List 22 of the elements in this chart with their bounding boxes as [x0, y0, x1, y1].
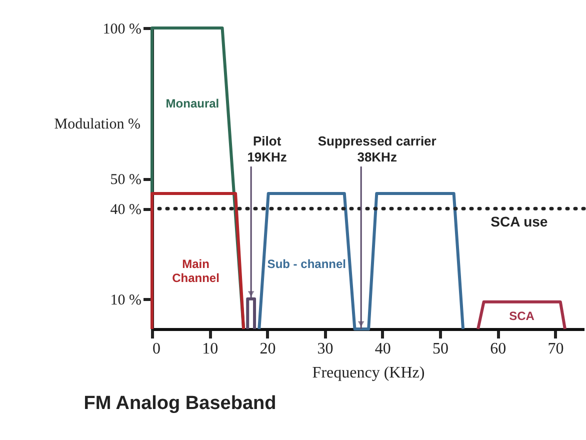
x-tick-label: 60: [490, 340, 506, 358]
x-tick-label: 20: [260, 340, 276, 358]
series-label: Main Channel: [172, 256, 220, 285]
x-tick-label: 10: [202, 340, 218, 358]
text: FM Analog Baseband: [84, 393, 276, 414]
x-tick-label: 40: [374, 340, 391, 358]
x-tick-label: 50: [432, 340, 448, 358]
series-label: SCA: [509, 308, 535, 323]
series-label: Sub - channel: [267, 256, 346, 271]
annotation: Pilot 19KHz: [247, 133, 288, 164]
x-axis-title: Frequency (KHz): [312, 364, 425, 382]
y-axis-title: Modulation %: [54, 116, 140, 132]
y-tick-label: 100 %: [102, 22, 142, 38]
x-tick-label: 30: [317, 340, 334, 358]
y-tick-label: 40 %: [110, 202, 142, 218]
y-tick-label: 50 %: [110, 172, 142, 188]
x-tick-label: 70: [548, 340, 564, 358]
annotation: Suppressed carrier 38KHz: [318, 133, 436, 164]
series-label: Monaural: [166, 96, 220, 110]
ref-line-label: SCA use: [490, 214, 548, 230]
x-tick-label: 0: [152, 340, 160, 358]
y-tick-label: 10 %: [110, 292, 142, 308]
